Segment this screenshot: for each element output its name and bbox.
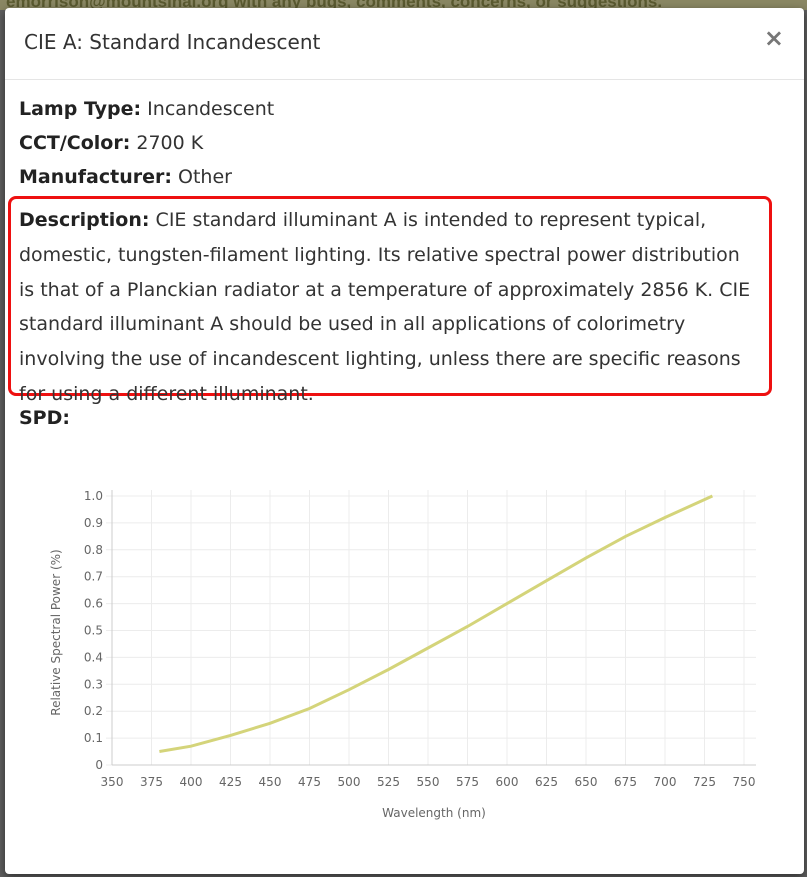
modal-header: CIE A: Standard Incandescent × — [5, 8, 804, 80]
cct-field: CCT/Color: 2700 K — [19, 126, 777, 160]
lamp-type-field: Lamp Type: Incandescent — [19, 92, 777, 126]
manufacturer-label: Manufacturer: — [19, 166, 172, 188]
modal-title: CIE A: Standard Incandescent — [24, 30, 321, 54]
spd-label: SPD: — [19, 407, 70, 429]
manufacturer-value: Other — [178, 166, 232, 188]
backdrop-text: emorrison@mountsinai.org with any bugs, … — [6, 0, 663, 10]
cct-label: CCT/Color: — [19, 132, 131, 154]
manufacturer-field: Manufacturer: Other — [19, 160, 777, 194]
description-field: Description: CIE standard illuminant A i… — [8, 196, 772, 405]
description-label: Description: — [19, 209, 150, 231]
description-value: CIE standard illuminant A is intended to… — [19, 209, 751, 405]
cct-value: 2700 K — [136, 132, 204, 154]
close-button[interactable]: × — [763, 24, 784, 52]
page-backdrop: emorrison@mountsinai.org with any bugs, … — [0, 0, 807, 10]
lamp-type-value: Incandescent — [147, 98, 275, 120]
lamp-type-label: Lamp Type: — [19, 98, 142, 120]
modal-body: Lamp Type: Incandescent CCT/Color: 2700 … — [19, 92, 777, 194]
